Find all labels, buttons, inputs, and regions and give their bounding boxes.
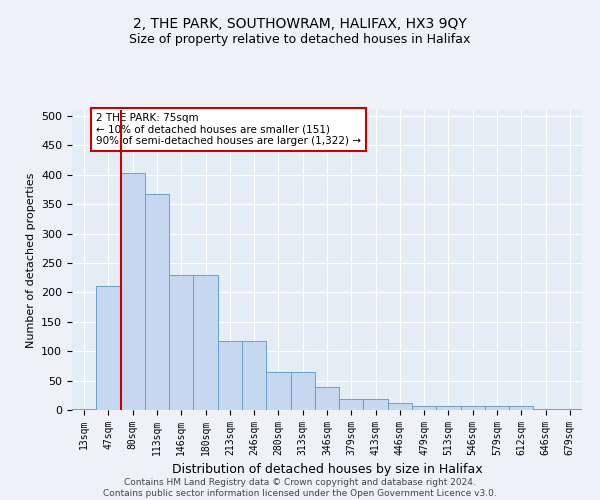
Bar [96, 286, 121, 410]
Bar [436, 406, 461, 410]
Bar [388, 403, 412, 410]
Text: 2 THE PARK: 75sqm
← 10% of detached houses are smaller (151)
90% of semi-detache: 2 THE PARK: 75sqm ← 10% of detached hous… [96, 113, 361, 146]
Bar [72, 409, 96, 410]
Bar [558, 409, 582, 410]
Bar [266, 372, 290, 410]
Text: Size of property relative to detached houses in Halifax: Size of property relative to detached ho… [130, 32, 470, 46]
Bar [315, 387, 339, 410]
Text: 2, THE PARK, SOUTHOWRAM, HALIFAX, HX3 9QY: 2, THE PARK, SOUTHOWRAM, HALIFAX, HX3 9Q… [133, 18, 467, 32]
Y-axis label: Number of detached properties: Number of detached properties [26, 172, 35, 348]
Bar [169, 276, 193, 410]
Bar [121, 173, 145, 410]
Text: Contains HM Land Registry data © Crown copyright and database right 2024.
Contai: Contains HM Land Registry data © Crown c… [103, 478, 497, 498]
Bar [412, 406, 436, 410]
Bar [290, 372, 315, 410]
Bar [218, 340, 242, 410]
Bar [461, 406, 485, 410]
X-axis label: Distribution of detached houses by size in Halifax: Distribution of detached houses by size … [172, 464, 482, 476]
Bar [145, 194, 169, 410]
Bar [509, 406, 533, 410]
Bar [364, 400, 388, 410]
Bar [242, 340, 266, 410]
Bar [485, 406, 509, 410]
Bar [193, 276, 218, 410]
Bar [533, 409, 558, 410]
Bar [339, 400, 364, 410]
